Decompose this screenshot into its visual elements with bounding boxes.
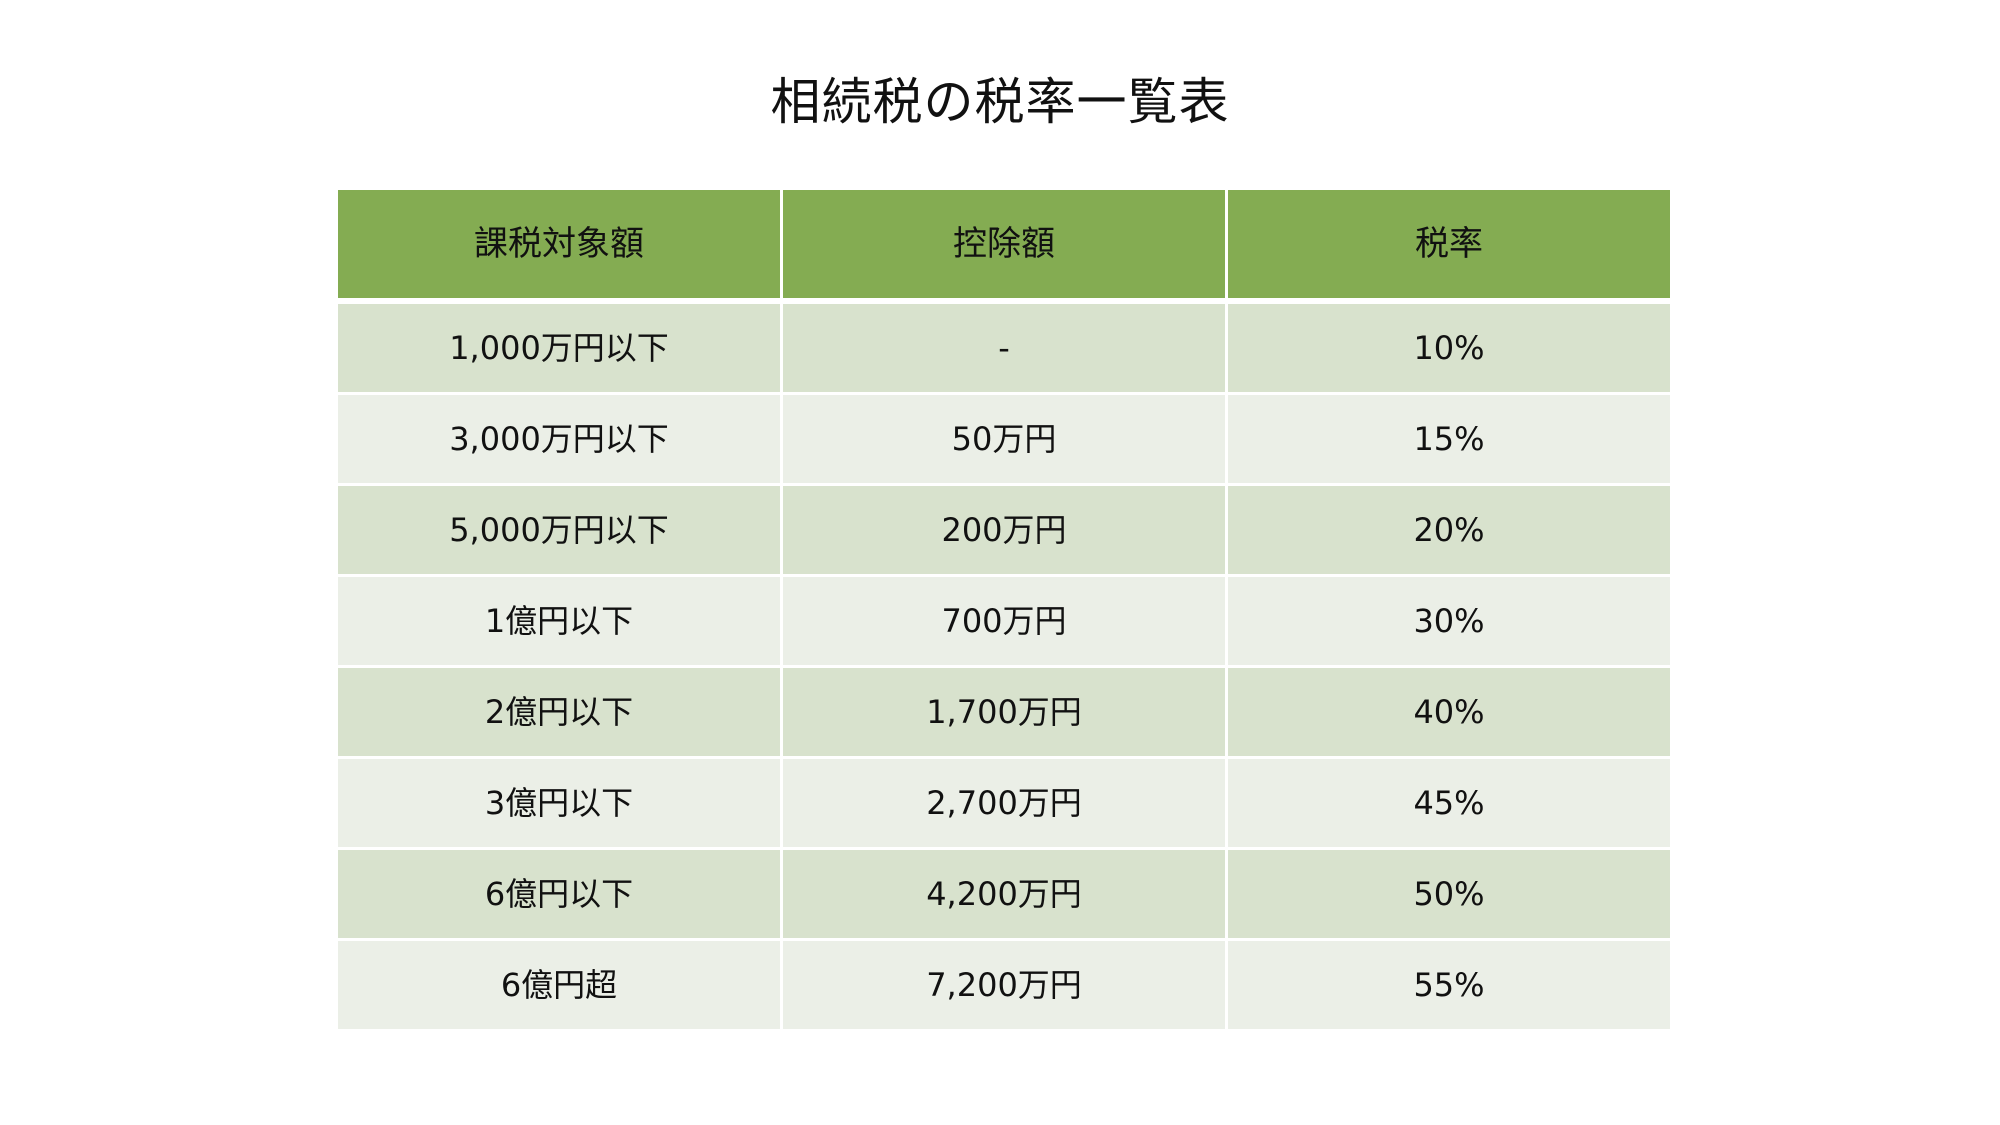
table-row: 6億円以下 4,200万円 50% [335,847,1673,941]
cell-tax-rate: 45% [1225,756,1673,850]
cell-deduction: 700万円 [780,574,1228,668]
cell-tax-rate: 15% [1225,392,1673,486]
header-tax-rate: 税率 [1225,187,1673,304]
cell-tax-rate: 10% [1225,299,1673,395]
cell-tax-rate: 40% [1225,665,1673,759]
cell-deduction: 50万円 [780,392,1228,486]
table-row: 3,000万円以下 50万円 15% [335,392,1673,486]
cell-tax-rate: 50% [1225,847,1673,941]
cell-taxable-amount: 6億円以下 [335,847,783,941]
cell-taxable-amount: 6億円超 [335,938,783,1032]
cell-deduction: - [780,299,1228,395]
cell-taxable-amount: 1億円以下 [335,574,783,668]
cell-deduction: 2,700万円 [780,756,1228,850]
cell-tax-rate: 30% [1225,574,1673,668]
cell-taxable-amount: 3,000万円以下 [335,392,783,486]
cell-taxable-amount: 5,000万円以下 [335,483,783,577]
cell-taxable-amount: 1,000万円以下 [335,299,783,395]
cell-taxable-amount: 3億円以下 [335,756,783,850]
table-row: 3億円以下 2,700万円 45% [335,756,1673,850]
table-row: 6億円超 7,200万円 55% [335,938,1673,1032]
table-row: 5,000万円以下 200万円 20% [335,483,1673,577]
cell-deduction: 7,200万円 [780,938,1228,1032]
cell-deduction: 4,200万円 [780,847,1228,941]
cell-deduction: 1,700万円 [780,665,1228,759]
cell-tax-rate: 20% [1225,483,1673,577]
page-title: 相続税の税率一覧表 [770,73,1230,131]
cell-taxable-amount: 2億円以下 [335,665,783,759]
header-deduction: 控除額 [780,187,1228,304]
table-row: 1億円以下 700万円 30% [335,574,1673,668]
table-header-row: 課税対象額 控除額 税率 [335,187,1673,304]
cell-deduction: 200万円 [780,483,1228,577]
header-taxable-amount: 課税対象額 [335,187,783,304]
cell-tax-rate: 55% [1225,938,1673,1032]
tax-rate-table: 課税対象額 控除額 税率 1,000万円以下 - 10% 3,000万円以下 5… [335,187,1673,1032]
table-row: 2億円以下 1,700万円 40% [335,665,1673,759]
tax-rate-table-container: 課税対象額 控除額 税率 1,000万円以下 - 10% 3,000万円以下 5… [335,187,1673,1032]
table-row: 1,000万円以下 - 10% [335,299,1673,395]
